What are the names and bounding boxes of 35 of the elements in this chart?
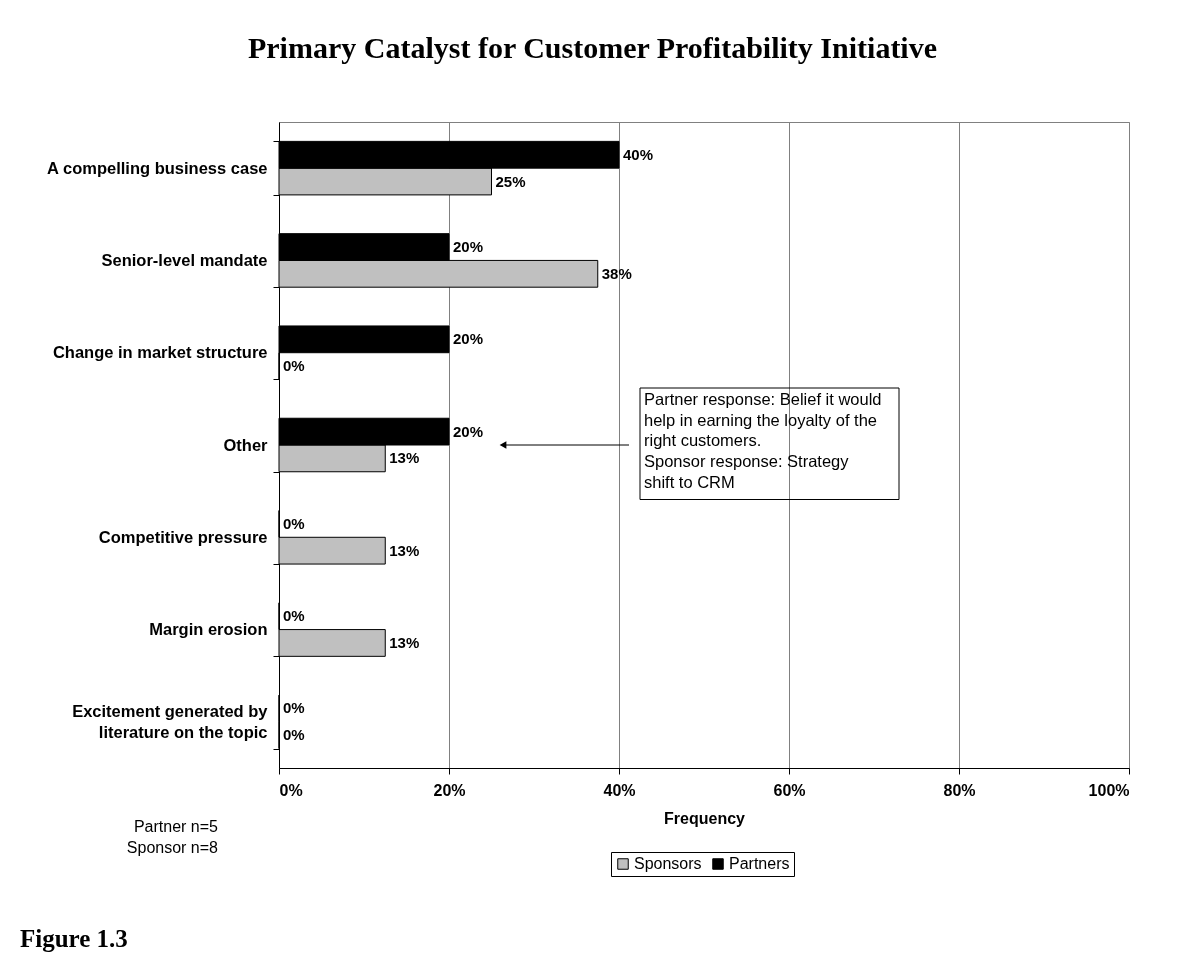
chart-title: Primary Catalyst for Customer Profitability Initiative [247,31,938,64]
data-label: 0% [283,699,305,717]
x-tick-label: 100% [1088,781,1130,799]
y-tick-label: Excitement generated by literature on the topic [72,701,269,741]
data-label: 25% [495,172,526,190]
x-tick-label: 80% [943,781,976,799]
data-label: 13% [389,541,420,559]
data-label: 0% [283,726,305,744]
data-label: 40% [623,145,654,163]
text: Partner n=5 [133,818,219,835]
y-tick-label: Competitive pressure [98,527,268,546]
data-label: 13% [389,633,420,651]
data-label: 0% [283,357,305,375]
annotation: Partner response: Belief it would help in earning the loyalty of the right customers. Sponsor response: Strategy shift to CRM [644,390,882,491]
caption: Figure 1.3 [20,925,128,952]
x-axis-title: Frequency [664,809,746,827]
y-tick-label: Senior-level mandate [101,250,268,269]
data-label: 0% [283,607,305,625]
legend-label: Sponsors [634,855,702,872]
x-tick-label: 60% [773,781,806,799]
x-tick-label: 40% [603,781,636,799]
x-tick-label: 0% [279,781,303,799]
y-tick-label: A compelling business case [47,158,268,177]
x-tick-label: 20% [433,781,466,799]
y-tick-label: Other [223,435,269,454]
data-label: 20% [453,330,484,348]
text: Sponsor n=8 [126,839,219,856]
data-label: 0% [283,514,305,532]
data-label: 20% [453,238,484,256]
y-tick-label: Margin erosion [149,620,268,639]
data-label: 13% [389,449,420,467]
data-label: 20% [453,422,484,440]
legend-label: Partners [729,855,790,872]
y-tick-label: Change in market structure [52,343,268,362]
data-label: 38% [601,264,632,282]
